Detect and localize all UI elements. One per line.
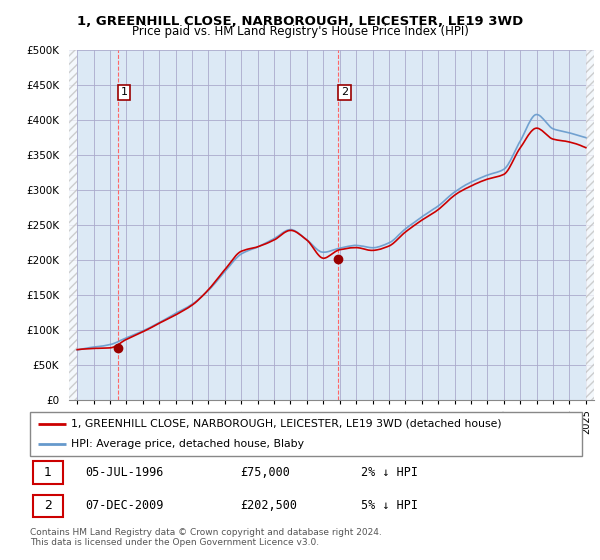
Text: 1: 1 (121, 87, 128, 97)
Text: 2: 2 (44, 500, 52, 512)
Text: 1, GREENHILL CLOSE, NARBOROUGH, LEICESTER, LE19 3WD: 1, GREENHILL CLOSE, NARBOROUGH, LEICESTE… (77, 15, 523, 27)
Text: 1: 1 (44, 466, 52, 479)
Text: 05-JUL-1996: 05-JUL-1996 (85, 466, 164, 479)
Text: Contains HM Land Registry data © Crown copyright and database right 2024.
This d: Contains HM Land Registry data © Crown c… (30, 528, 382, 547)
Text: £75,000: £75,000 (240, 466, 290, 479)
Bar (33, 494, 63, 517)
Text: Price paid vs. HM Land Registry's House Price Index (HPI): Price paid vs. HM Land Registry's House … (131, 25, 469, 38)
Bar (33, 461, 63, 484)
Text: HPI: Average price, detached house, Blaby: HPI: Average price, detached house, Blab… (71, 439, 304, 449)
Text: 2: 2 (341, 87, 348, 97)
Text: 1, GREENHILL CLOSE, NARBOROUGH, LEICESTER, LE19 3WD (detached house): 1, GREENHILL CLOSE, NARBOROUGH, LEICESTE… (71, 419, 502, 429)
Text: 2% ↓ HPI: 2% ↓ HPI (361, 466, 418, 479)
Text: £202,500: £202,500 (240, 500, 297, 512)
Text: 5% ↓ HPI: 5% ↓ HPI (361, 500, 418, 512)
Text: 07-DEC-2009: 07-DEC-2009 (85, 500, 164, 512)
